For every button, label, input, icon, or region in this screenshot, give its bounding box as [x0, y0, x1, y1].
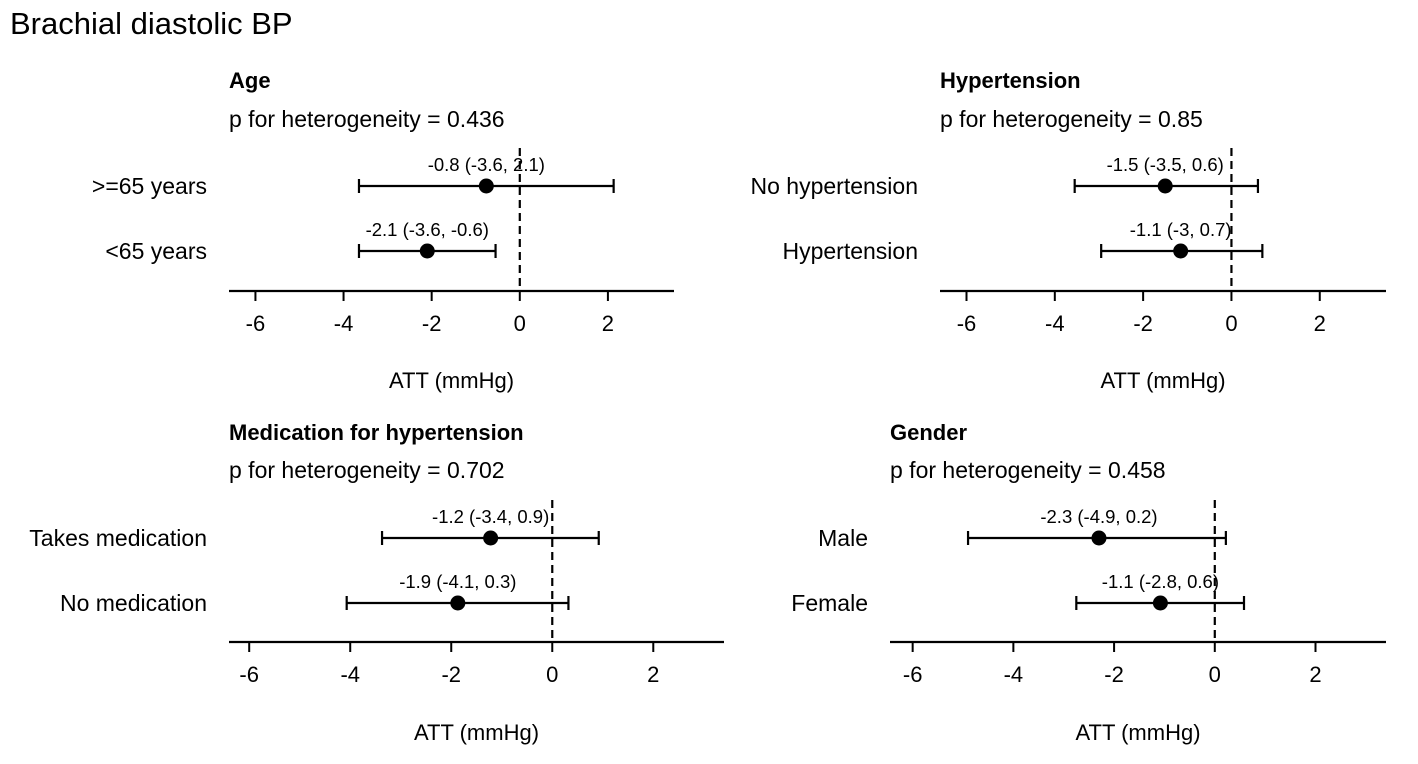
figure-title: Brachial diastolic BP	[10, 6, 293, 41]
x-tick-label: -4	[334, 311, 354, 336]
heterogeneity-p: p for heterogeneity = 0.85	[940, 106, 1203, 132]
heterogeneity-p: p for heterogeneity = 0.702	[229, 457, 505, 483]
x-axis-label: ATT (mmHg)	[389, 368, 514, 393]
estimate-annotation: -0.8 (-3.6, 2.1)	[428, 154, 545, 175]
x-tick-label: 0	[514, 311, 526, 336]
estimate-annotation: -1.2 (-3.4, 0.9)	[432, 506, 549, 527]
panel-title: Age	[229, 68, 271, 93]
x-tick-label: -4	[1045, 311, 1065, 336]
point-estimate	[1091, 530, 1107, 546]
x-axis-label: ATT (mmHg)	[414, 720, 539, 745]
x-tick-label: -6	[957, 311, 977, 336]
x-tick-label: -2	[1104, 662, 1124, 687]
x-tick-label: -2	[422, 311, 442, 336]
panel-title: Gender	[890, 420, 967, 445]
point-estimate	[1173, 243, 1189, 259]
row-label: No medication	[60, 590, 207, 616]
x-tick-label: -6	[239, 662, 259, 687]
row-label: >=65 years	[92, 173, 207, 199]
x-tick-label: -4	[340, 662, 360, 687]
x-axis-label: ATT (mmHg)	[1100, 368, 1225, 393]
x-tick-label: 2	[647, 662, 659, 687]
point-estimate	[450, 595, 466, 611]
x-tick-label: -2	[1133, 311, 1153, 336]
heterogeneity-p: p for heterogeneity = 0.436	[229, 106, 505, 132]
row-label: No hypertension	[751, 173, 919, 199]
row-label: Takes medication	[29, 525, 207, 551]
estimate-annotation: -1.9 (-4.1, 0.3)	[399, 571, 516, 592]
point-estimate	[1152, 595, 1168, 611]
estimate-annotation: -1.1 (-3, 0.7)	[1130, 219, 1232, 240]
estimate-annotation: -1.5 (-3.5, 0.6)	[1107, 154, 1224, 175]
point-estimate	[419, 243, 435, 259]
point-estimate	[1157, 178, 1173, 194]
x-tick-label: 2	[602, 311, 614, 336]
x-tick-label: -6	[246, 311, 266, 336]
x-tick-label: 0	[1209, 662, 1221, 687]
panel-title: Hypertension	[940, 68, 1081, 93]
x-tick-label: -4	[1004, 662, 1024, 687]
heterogeneity-p: p for heterogeneity = 0.458	[890, 457, 1166, 483]
estimate-annotation: -2.1 (-3.6, -0.6)	[366, 219, 489, 240]
row-label: Male	[818, 525, 868, 551]
x-tick-label: -6	[903, 662, 923, 687]
row-label: Hypertension	[782, 238, 918, 264]
x-axis-label: ATT (mmHg)	[1075, 720, 1200, 745]
x-tick-label: -2	[441, 662, 461, 687]
point-estimate	[483, 530, 499, 546]
panel-title: Medication for hypertension	[229, 420, 524, 445]
row-label: Female	[791, 590, 868, 616]
row-label: <65 years	[105, 238, 207, 264]
x-tick-label: 0	[546, 662, 558, 687]
point-estimate	[478, 178, 494, 194]
x-tick-label: 0	[1225, 311, 1237, 336]
x-tick-label: 2	[1314, 311, 1326, 336]
x-tick-label: 2	[1309, 662, 1321, 687]
estimate-annotation: -2.3 (-4.9, 0.2)	[1040, 506, 1157, 527]
estimate-annotation: -1.1 (-2.8, 0.6)	[1102, 571, 1219, 592]
